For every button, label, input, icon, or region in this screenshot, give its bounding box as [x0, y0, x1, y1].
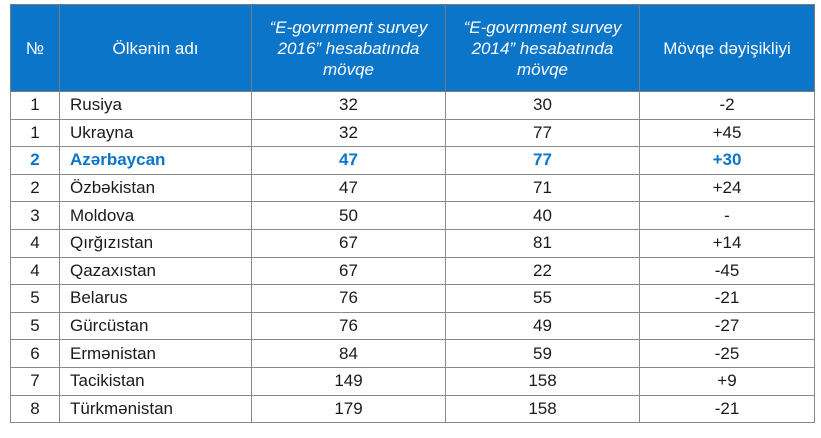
row-num: 2 — [10, 146, 60, 175]
row-2016: 67 — [251, 228, 446, 258]
row-country: Türkmənistan — [59, 394, 252, 424]
row-2014: 77 — [445, 118, 640, 148]
row-num: 8 — [10, 394, 60, 424]
table-row: 2 Özbəkistan 47 71 +24 — [10, 173, 815, 203]
row-2014: 55 — [445, 284, 640, 313]
row-change: +24 — [639, 173, 815, 203]
row-change: -45 — [639, 256, 815, 286]
row-change: -21 — [639, 284, 815, 313]
header-country: Ölkənin adı — [59, 4, 252, 92]
header-change: Mövqe dəyişikliyi — [639, 4, 815, 92]
row-change: +45 — [639, 118, 815, 148]
table-row: 5 Belarus 76 55 -21 — [10, 284, 815, 313]
table-row: 1 Ukrayna 32 77 +45 — [10, 118, 815, 148]
row-num: 1 — [10, 118, 60, 148]
row-change: -2 — [639, 91, 815, 120]
row-change: -27 — [639, 311, 815, 341]
table-row: 4 Qazaxıstan 67 22 -45 — [10, 256, 815, 286]
row-num: 4 — [10, 256, 60, 286]
table-row: 6 Ermənistan 84 59 -25 — [10, 339, 815, 368]
table-row: 3 Moldova 50 40 - — [10, 201, 815, 230]
row-2014: 158 — [445, 366, 640, 396]
row-country: Azərbaycan — [59, 146, 252, 175]
row-country: Belarus — [59, 284, 252, 313]
row-change: +14 — [639, 228, 815, 258]
row-2014: 59 — [445, 339, 640, 368]
row-change: -21 — [639, 394, 815, 424]
row-num: 6 — [10, 339, 60, 368]
table-header: № Ölkənin adı “E-govrnment survey 2016” … — [10, 4, 815, 92]
table-row: 8 Türkmənistan 179 158 -21 — [10, 394, 815, 424]
row-2016: 32 — [251, 118, 446, 148]
row-change: -25 — [639, 339, 815, 368]
row-2014: 49 — [445, 311, 640, 341]
row-2016: 47 — [251, 146, 446, 175]
row-2014: 77 — [445, 146, 640, 175]
row-2014: 30 — [445, 91, 640, 120]
table-row: 1 Rusiya 32 30 -2 — [10, 91, 815, 120]
row-2016: 32 — [251, 91, 446, 120]
row-num: 7 — [10, 366, 60, 396]
row-change: +9 — [639, 366, 815, 396]
row-country: Qırğızıstan — [59, 228, 252, 258]
row-country: Ukrayna — [59, 118, 252, 148]
table-row: 5 Gürcüstan 76 49 -27 — [10, 311, 815, 341]
row-2016: 76 — [251, 311, 446, 341]
row-2016: 50 — [251, 201, 446, 230]
row-2014: 22 — [445, 256, 640, 286]
row-num: 5 — [10, 311, 60, 341]
row-num: 2 — [10, 173, 60, 203]
table-row-highlighted: 2 Azərbaycan 47 77 +30 — [10, 146, 815, 175]
row-change: +30 — [639, 146, 815, 175]
row-country: Ermənistan — [59, 339, 252, 368]
row-country: Özbəkistan — [59, 173, 252, 203]
table-body: 1 Rusiya 32 30 -2 1 Ukrayna 32 77 +45 2 … — [10, 91, 815, 424]
row-2014: 81 — [445, 228, 640, 258]
row-change: - — [639, 201, 815, 230]
row-2016: 47 — [251, 173, 446, 203]
row-2016: 149 — [251, 366, 446, 396]
header-row: № Ölkənin adı “E-govrnment survey 2016” … — [10, 4, 815, 92]
header-survey-2014: “E-govrnment survey 2014” hesabatında mö… — [445, 4, 640, 92]
row-2014: 158 — [445, 394, 640, 424]
row-country: Qazaxıstan — [59, 256, 252, 286]
row-country: Gürcüstan — [59, 311, 252, 341]
row-2016: 67 — [251, 256, 446, 286]
row-country: Moldova — [59, 201, 252, 230]
row-2016: 76 — [251, 284, 446, 313]
ranking-table: № Ölkənin adı “E-govrnment survey 2016” … — [10, 4, 815, 424]
row-2014: 40 — [445, 201, 640, 230]
row-country: Tacikistan — [59, 366, 252, 396]
row-num: 1 — [10, 91, 60, 120]
row-2014: 71 — [445, 173, 640, 203]
row-num: 5 — [10, 284, 60, 313]
row-country: Rusiya — [59, 91, 252, 120]
row-2016: 179 — [251, 394, 446, 424]
table-row: 4 Qırğızıstan 67 81 +14 — [10, 228, 815, 258]
row-num: 4 — [10, 228, 60, 258]
table-row: 7 Tacikistan 149 158 +9 — [10, 366, 815, 396]
header-survey-2016: “E-govrnment survey 2016” hesabatında mö… — [251, 4, 446, 92]
header-num: № — [10, 4, 60, 92]
row-2016: 84 — [251, 339, 446, 368]
row-num: 3 — [10, 201, 60, 230]
